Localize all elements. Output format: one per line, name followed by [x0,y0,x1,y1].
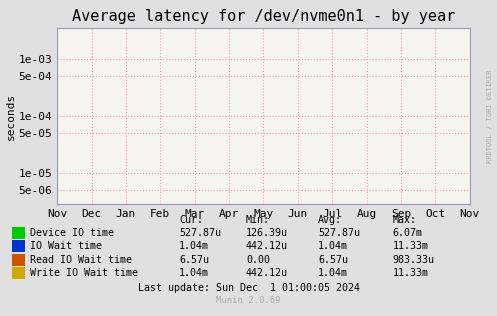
Text: Max:: Max: [393,215,416,225]
Text: Write IO Wait time: Write IO Wait time [30,268,138,278]
Text: Min:: Min: [246,215,270,225]
Text: 11.33m: 11.33m [393,241,428,252]
Text: 11.33m: 11.33m [393,268,428,278]
Title: Average latency for /dev/nvme0n1 - by year: Average latency for /dev/nvme0n1 - by ye… [72,9,455,25]
Text: 527.87u: 527.87u [318,228,360,238]
Text: Read IO Wait time: Read IO Wait time [30,255,132,265]
Text: 442.12u: 442.12u [246,241,288,252]
Text: Munin 2.0.69: Munin 2.0.69 [216,296,281,305]
Text: 442.12u: 442.12u [246,268,288,278]
Text: 0.00: 0.00 [246,255,270,265]
Text: 126.39u: 126.39u [246,228,288,238]
Y-axis label: seconds: seconds [6,93,16,140]
Text: 6.07m: 6.07m [393,228,422,238]
Text: 1.04m: 1.04m [318,241,348,252]
Text: 983.33u: 983.33u [393,255,435,265]
Text: 1.04m: 1.04m [179,241,209,252]
Text: 1.04m: 1.04m [318,268,348,278]
Text: RRDTOOL / TOBI OETIKER: RRDTOOL / TOBI OETIKER [487,70,493,163]
Text: Last update: Sun Dec  1 01:00:05 2024: Last update: Sun Dec 1 01:00:05 2024 [138,283,359,293]
Text: 6.57u: 6.57u [179,255,209,265]
Text: 1.04m: 1.04m [179,268,209,278]
Text: IO Wait time: IO Wait time [30,241,102,252]
Text: Cur:: Cur: [179,215,203,225]
Text: Avg:: Avg: [318,215,342,225]
Text: Device IO time: Device IO time [30,228,114,238]
Text: 527.87u: 527.87u [179,228,221,238]
Text: 6.57u: 6.57u [318,255,348,265]
